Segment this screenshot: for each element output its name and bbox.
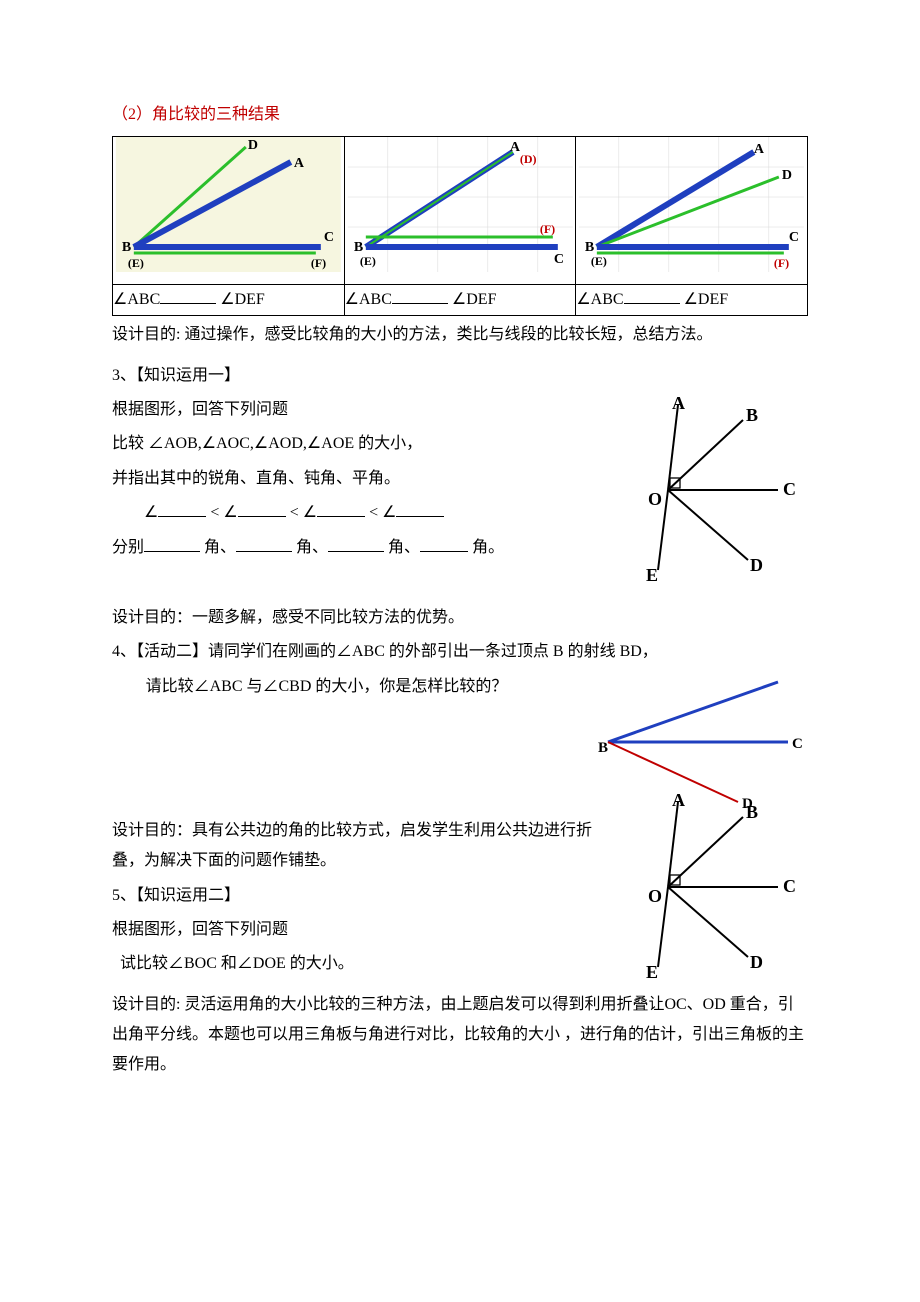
- table-label-1: ∠ABC ∠DEF: [113, 284, 345, 315]
- comparison-table: D A B C (E) (F): [112, 136, 808, 316]
- blank: [317, 500, 365, 517]
- svg-text:B: B: [746, 405, 758, 425]
- blank: [624, 287, 680, 304]
- section-3-title: 3、【知识运用一】: [112, 361, 808, 391]
- blank: [238, 500, 286, 517]
- section-4-title: 4、【活动二】请同学们在刚画的∠ABC 的外部引出一条过顶点 B 的射线 BD，: [112, 637, 808, 667]
- rays-figure-2: A B C D E O: [608, 792, 808, 982]
- angle-diagram-1: D A B C (E) (F): [113, 137, 344, 272]
- txt: < ∠: [290, 504, 317, 521]
- svg-text:B: B: [122, 240, 131, 255]
- table-label-2: ∠ABC ∠DEF: [344, 284, 576, 315]
- svg-text:(E): (E): [128, 256, 144, 270]
- s5-purpose: 设计目的: 灵活运用角的大小比较的三种方法，由上题启发可以得到利用折叠让OC、O…: [112, 990, 808, 1081]
- svg-text:O: O: [648, 489, 662, 509]
- svg-text:A: A: [672, 395, 685, 413]
- svg-text:(D): (D): [519, 152, 536, 166]
- def-label: ∠DEF: [680, 291, 729, 308]
- def-label: ∠DEF: [448, 291, 497, 308]
- svg-text:C: C: [789, 230, 799, 245]
- angle-diagram-3: A D B (E) C (F): [576, 137, 807, 272]
- svg-text:C: C: [783, 876, 796, 896]
- diagram-cell-2: A (D) B (E) (F) C: [344, 137, 576, 284]
- txt: 角、: [388, 539, 420, 556]
- svg-text:E: E: [646, 962, 658, 982]
- blank: [236, 535, 292, 552]
- txt: 角、: [204, 539, 236, 556]
- txt: 分别: [112, 539, 144, 556]
- txt: 角。: [472, 539, 504, 556]
- abc-label: ∠ABC: [113, 291, 160, 308]
- angle-diagram-2: A (D) B (E) (F) C: [345, 137, 576, 272]
- svg-text:D: D: [782, 168, 792, 183]
- blank: [158, 500, 206, 517]
- blank: [392, 287, 448, 304]
- blank: [328, 535, 384, 552]
- svg-text:C: C: [792, 736, 803, 752]
- diagram-cell-1: D A B C (E) (F): [113, 137, 345, 284]
- diagram-cell-3: A D B (E) C (F): [576, 137, 808, 284]
- svg-text:B: B: [746, 802, 758, 822]
- txt: < ∠: [369, 504, 396, 521]
- txt: 角、: [296, 539, 328, 556]
- svg-text:C: C: [324, 230, 334, 245]
- blank: [420, 535, 468, 552]
- blank: [396, 500, 444, 517]
- section-heading: （2）角比较的三种结果: [112, 100, 808, 130]
- bcd-figure: B C D: [598, 672, 808, 812]
- blank: [144, 535, 200, 552]
- svg-text:A: A: [294, 156, 305, 171]
- svg-text:D: D: [750, 952, 763, 972]
- svg-text:B: B: [585, 240, 594, 255]
- rays-figure-1: A B C D E O: [608, 395, 808, 585]
- svg-text:B: B: [598, 740, 608, 756]
- svg-text:(F): (F): [311, 256, 326, 270]
- svg-text:E: E: [646, 565, 658, 585]
- svg-text:D: D: [248, 138, 258, 153]
- svg-text:A: A: [672, 792, 685, 810]
- txt: ∠: [144, 504, 158, 521]
- txt: < ∠: [210, 504, 237, 521]
- abc-label: ∠ABC: [576, 291, 623, 308]
- svg-text:B: B: [353, 240, 362, 255]
- svg-text:O: O: [648, 886, 662, 906]
- def-label: ∠DEF: [216, 291, 265, 308]
- blank: [160, 287, 216, 304]
- svg-text:(E): (E): [591, 254, 607, 268]
- s3-purpose: 设计目的：一题多解，感受不同比较方法的优势。: [112, 603, 808, 633]
- svg-text:C: C: [553, 252, 563, 267]
- svg-text:C: C: [783, 479, 796, 499]
- table-label-3: ∠ABC ∠DEF: [576, 284, 808, 315]
- svg-text:(F): (F): [539, 222, 554, 236]
- svg-text:A: A: [754, 142, 765, 157]
- svg-text:(E): (E): [359, 254, 375, 268]
- svg-text:D: D: [750, 555, 763, 575]
- design-purpose-1: 设计目的: 通过操作，感受比较角的大小的方法，类比与线段的比较长短，总结方法。: [112, 320, 808, 350]
- svg-text:(F): (F): [774, 256, 789, 270]
- abc-label: ∠ABC: [345, 291, 392, 308]
